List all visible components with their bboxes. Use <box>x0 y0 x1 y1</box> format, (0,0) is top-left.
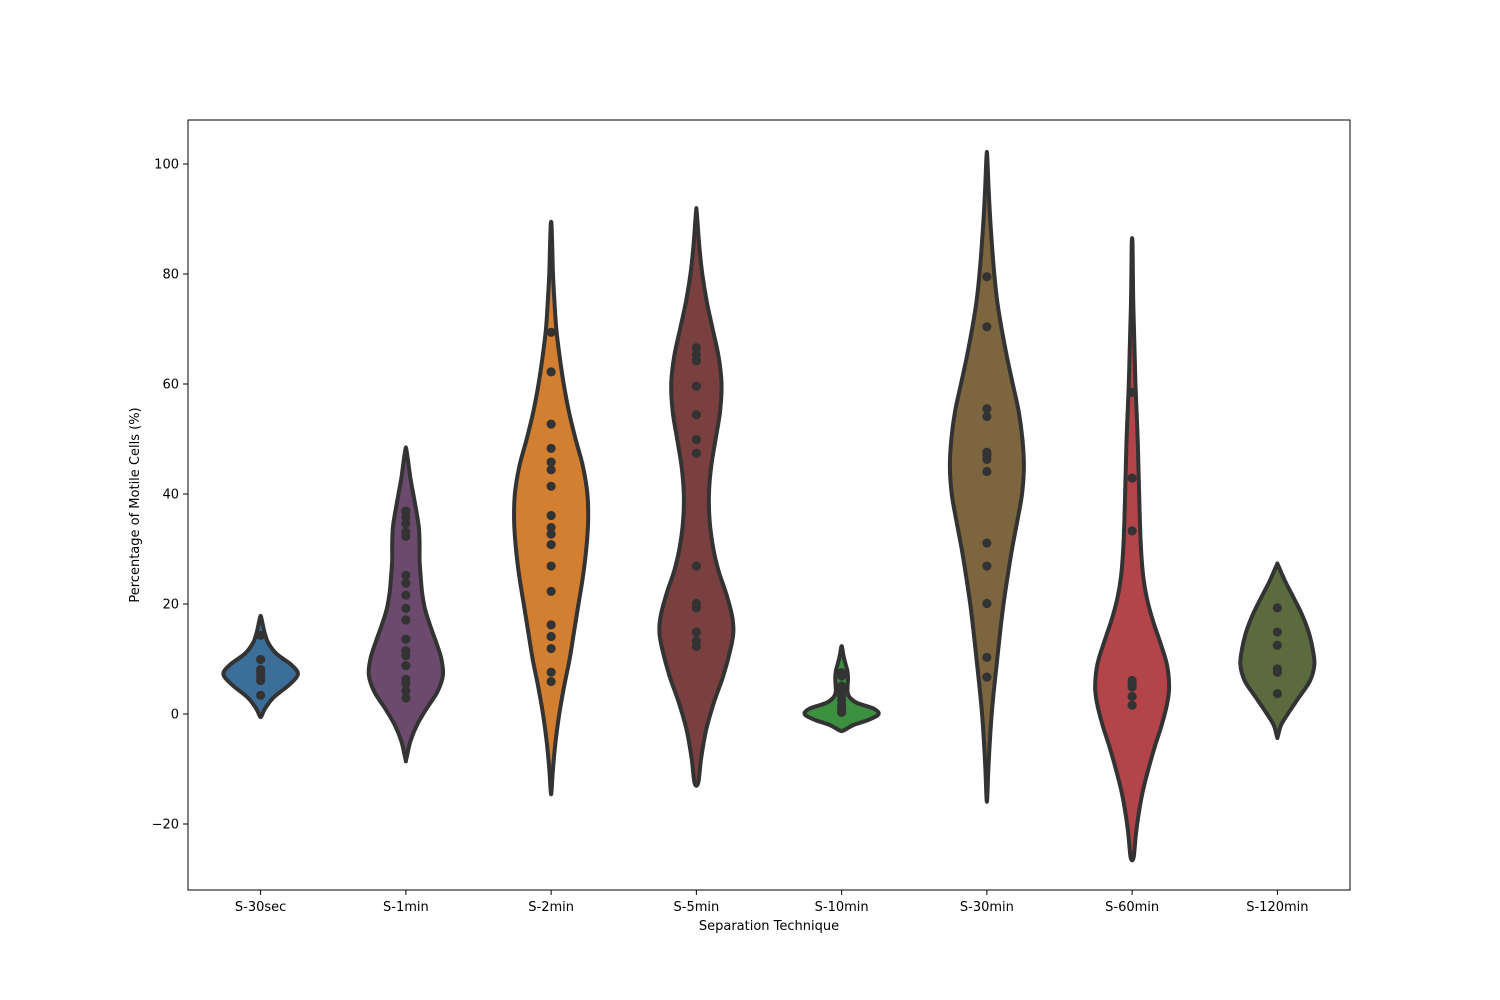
data-point <box>1272 627 1282 637</box>
violin-s-120min <box>1238 561 1317 740</box>
data-point <box>546 367 556 377</box>
data-point <box>691 636 701 646</box>
data-point <box>256 690 266 700</box>
data-point <box>1127 691 1137 702</box>
violin-s-60min <box>1093 236 1172 863</box>
data-point <box>256 664 266 675</box>
data-point <box>401 578 411 588</box>
data-point <box>1127 473 1137 483</box>
data-point <box>401 634 411 644</box>
data-point <box>982 322 992 332</box>
y-tick-label: 0 <box>171 708 179 723</box>
x-tick-label: S-30min <box>960 900 1014 915</box>
x-tick-label: S-120min <box>1246 900 1308 915</box>
data-point <box>691 434 701 445</box>
data-point <box>691 448 701 458</box>
y-tick-label: 60 <box>162 378 179 393</box>
data-point <box>546 586 556 596</box>
data-point <box>546 419 556 429</box>
data-point <box>1272 603 1282 613</box>
data-point <box>1272 664 1282 674</box>
data-point <box>401 603 411 614</box>
data-point <box>1272 689 1282 699</box>
data-point <box>1272 640 1282 650</box>
data-point <box>401 615 411 625</box>
data-point <box>546 643 556 654</box>
data-point <box>546 457 556 467</box>
data-point <box>401 570 411 581</box>
data-point <box>546 522 556 533</box>
data-point <box>401 693 411 703</box>
data-point <box>691 343 701 353</box>
data-point <box>401 674 411 684</box>
data-point <box>837 681 847 691</box>
data-point <box>546 529 556 539</box>
data-point <box>546 631 556 642</box>
x-axis: S-30sec S-1min S-2min S-5min S-10min S-30min S… <box>235 890 1309 915</box>
data-point <box>1127 675 1137 686</box>
violin-s-2min <box>512 219 591 797</box>
data-point <box>837 668 847 678</box>
data-point <box>982 272 992 282</box>
data-point <box>546 510 556 521</box>
x-tick-label: S-5min <box>674 900 720 915</box>
data-point <box>546 481 556 491</box>
data-point <box>546 620 556 630</box>
y-tick-label: 20 <box>162 598 179 613</box>
data-point <box>982 447 992 457</box>
data-point <box>691 350 701 360</box>
data-point <box>691 627 701 637</box>
plot-frame <box>187 119 1351 891</box>
data-point <box>401 686 411 696</box>
x-axis-label: Separation Technique <box>699 919 839 934</box>
y-tick-label: 40 <box>162 488 179 503</box>
data-point <box>691 598 701 609</box>
data-point <box>401 506 411 516</box>
data-point <box>1127 700 1137 710</box>
data-point <box>546 327 556 337</box>
data-point <box>982 672 992 682</box>
x-tick-label: S-30sec <box>235 900 286 915</box>
data-point <box>546 676 556 687</box>
data-point <box>546 465 556 475</box>
data-point <box>691 410 701 420</box>
data-point <box>982 466 992 477</box>
data-point <box>256 654 266 665</box>
y-tick-label: 100 <box>154 158 179 173</box>
data-point <box>982 561 992 571</box>
data-point <box>401 519 411 529</box>
points-layer <box>256 272 1282 717</box>
y-axis-label: Percentage of Motile Cells (%) <box>128 407 143 602</box>
data-point <box>401 590 411 600</box>
data-point <box>982 598 992 609</box>
data-point <box>256 630 266 640</box>
data-point <box>982 538 992 548</box>
y-tick-label: 80 <box>162 268 179 283</box>
plot-area <box>188 120 1350 890</box>
violin-s-30min <box>947 149 1026 804</box>
data-point <box>401 646 411 656</box>
data-point <box>982 411 992 422</box>
y-axis: −20 0 20 40 60 80 100 <box>152 158 188 833</box>
data-point <box>691 381 701 391</box>
y-tick-label: −20 <box>152 818 179 833</box>
data-point <box>546 443 556 453</box>
data-point <box>982 652 992 662</box>
data-point <box>401 527 411 537</box>
data-point <box>401 661 411 671</box>
x-tick-label: S-10min <box>815 900 869 915</box>
x-tick-label: S-2min <box>528 900 574 915</box>
data-point <box>546 561 556 571</box>
data-point <box>1127 387 1137 397</box>
x-tick-label: S-60min <box>1105 900 1159 915</box>
data-point <box>982 404 992 414</box>
x-tick-label: S-1min <box>383 900 429 915</box>
data-point <box>1127 526 1137 536</box>
data-point <box>691 561 701 571</box>
data-point <box>546 667 556 677</box>
data-point <box>546 540 556 550</box>
violin-s-5min <box>657 206 736 788</box>
